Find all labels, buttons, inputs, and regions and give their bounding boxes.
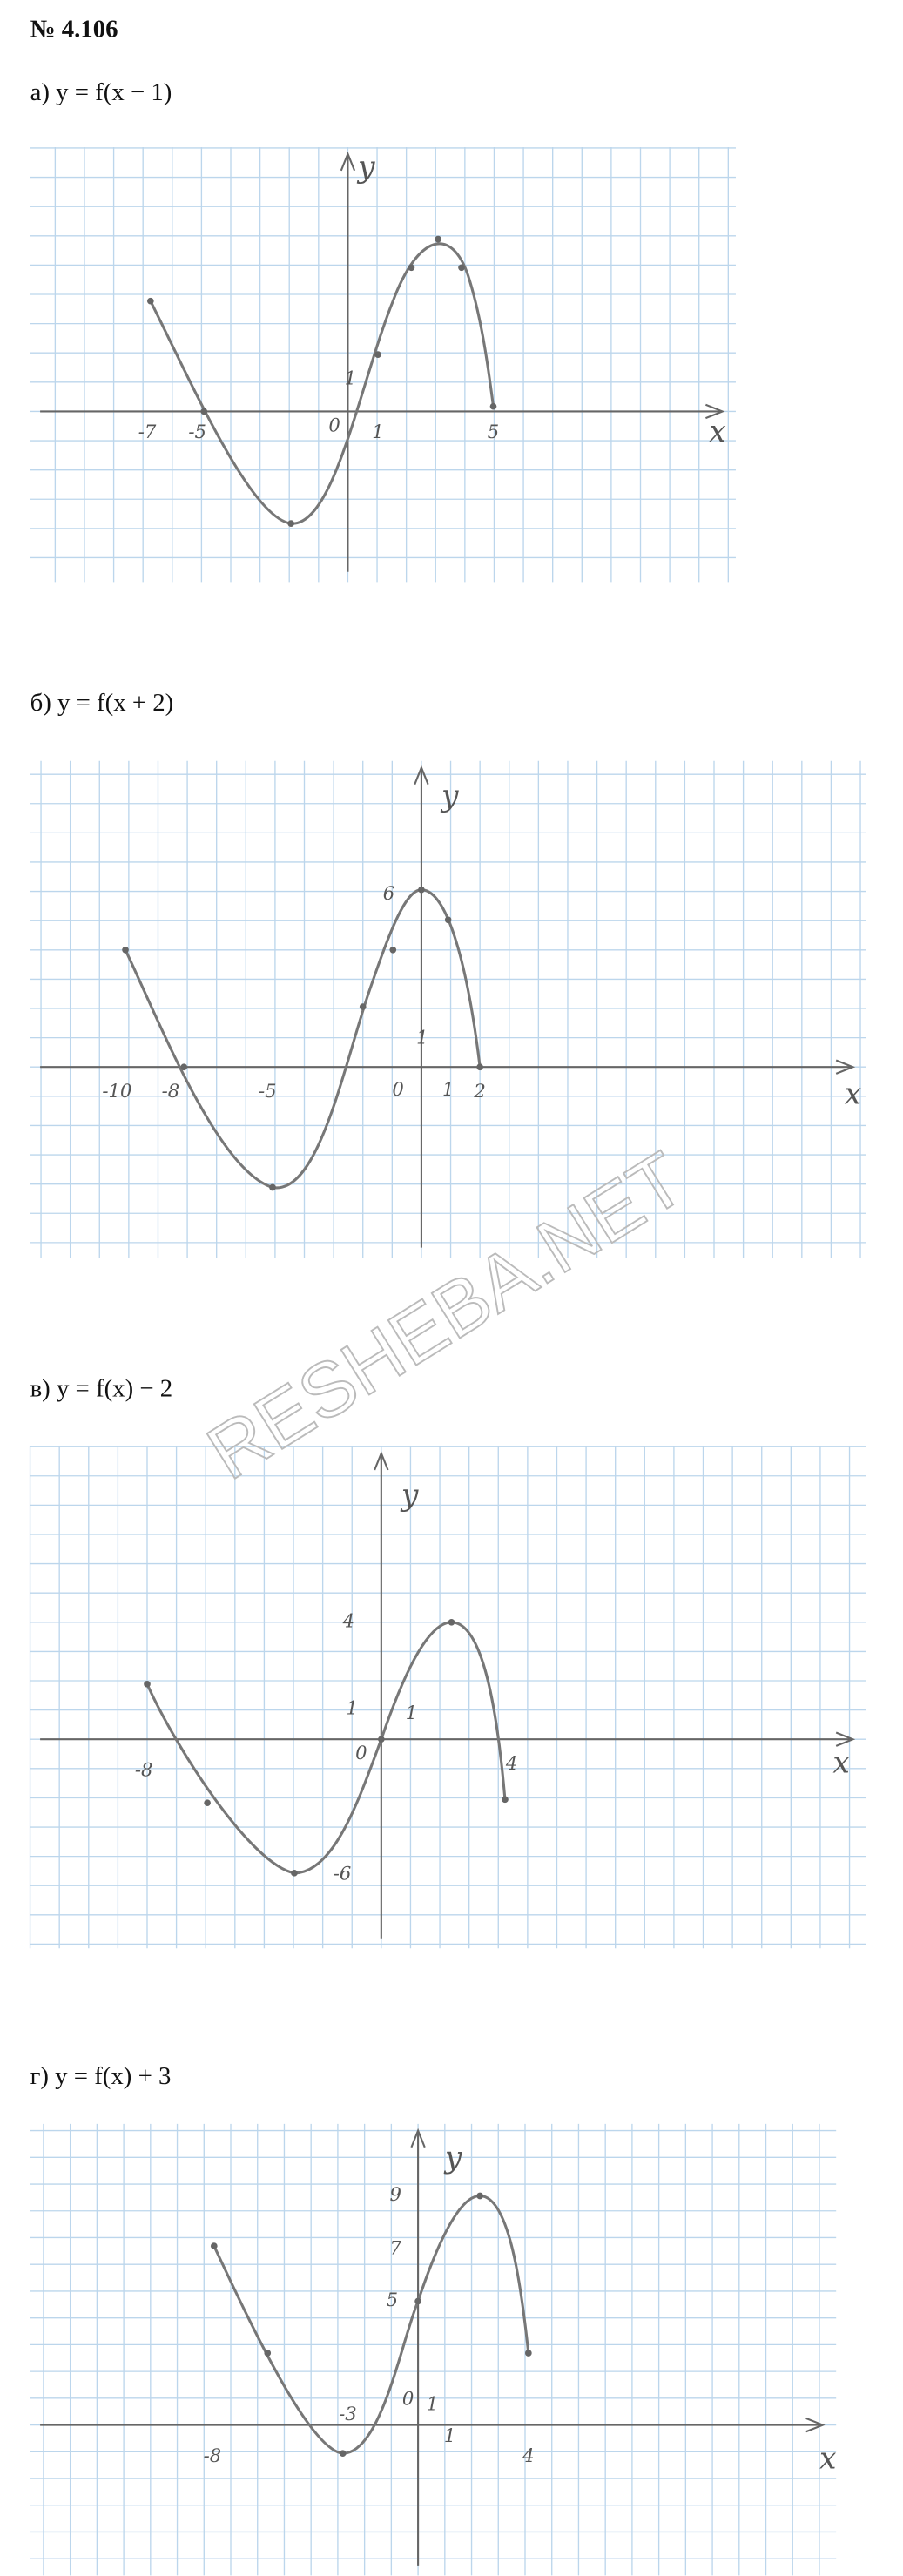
y-tick-label: 5 [387,2289,398,2310]
point [444,916,452,924]
point [476,1063,483,1071]
x-axis-label: x [819,2441,836,2476]
point [291,1870,298,1877]
y-arrow [414,765,429,786]
x-tick-label: 0 [402,2388,414,2410]
x-tick-label: 0 [328,414,340,435]
y-tick-label: 1 [345,368,356,389]
curve [124,888,482,1190]
curve [149,242,495,525]
x-tick-label: -5 [188,421,206,442]
x-tick-label: 1 [406,1702,417,1723]
watermark: RESHEBA.NET [192,1135,698,1495]
point [476,2192,483,2200]
x-tick-label: 0 [355,1742,367,1763]
x-tick-label: 4 [505,1752,517,1774]
x-tick-label: 1 [444,2424,455,2446]
x-tick-label: 1 [372,421,383,442]
problem-label: г) y = f(x) + 3 [30,2062,172,2090]
y-axis-label: y [443,2141,462,2175]
point [524,2350,532,2357]
x-axis-label: x [845,1076,861,1111]
x-tick-label: 1 [442,1078,454,1100]
x-arrow [835,1059,856,1075]
y-arrow [374,1450,389,1471]
point [146,297,154,305]
x-tick-label: -8 [204,2445,222,2466]
y-axis-label: y [440,779,459,814]
y-arrow [410,2128,426,2148]
x-tick-label: 2 [473,1080,485,1102]
point [489,402,497,410]
x-axis-label: x [832,1746,849,1781]
point [339,2450,347,2458]
point [210,2242,218,2249]
x-arrow [805,2417,826,2433]
x-arrow [835,1731,856,1747]
y-tick-label: 1 [347,1696,358,1718]
x-tick-label: 4 [522,2445,534,2466]
y-arrow [340,151,356,172]
x-tick-label: -5 [259,1080,277,1102]
point [414,2297,421,2305]
point [269,1183,276,1191]
x-tick-label: -3 [339,2403,357,2424]
x-tick-label: -8 [162,1080,180,1102]
point [122,946,129,954]
point [204,1799,211,1807]
problem-label: в) y = f(x) − 2 [30,1375,173,1403]
curve [212,2194,530,2455]
graph: -7 -5 0 1 5 1 x y [30,147,736,583]
point [378,1736,385,1743]
x-tick-label: 0 [392,1078,403,1100]
problem-number: № 4.106 [30,15,118,43]
x-arrow [705,403,725,420]
y-axis-label: y [356,151,375,185]
point [200,408,208,415]
graph: -8 0 1 4 4 1 -6 x y [29,1446,866,1949]
point [264,2350,272,2357]
x-tick-label: 5 [488,421,499,442]
point [448,1618,455,1626]
y-tick-label: 1 [427,2392,438,2414]
point [408,264,415,272]
y-tick-label: 6 [383,882,394,904]
point [418,886,425,894]
point [359,1003,367,1010]
problem-label: б) y = f(x + 2) [30,689,174,717]
x-axis-label: x [709,415,725,449]
x-tick-label: -8 [135,1758,153,1780]
point [435,235,441,243]
y-tick-label: 7 [389,2237,401,2259]
point [180,1063,188,1071]
problem-label: а) y = f(x − 1) [30,78,172,106]
point [287,520,294,527]
y-tick-label: 4 [342,1610,354,1632]
curve [145,1621,507,1875]
y-axis-label: y [400,1478,419,1513]
x-tick-label: -10 [102,1080,131,1102]
point [389,946,397,954]
point [144,1680,151,1688]
point [374,351,381,358]
point [502,1796,509,1804]
y-tick-label: -6 [334,1863,352,1885]
x-tick-label: -7 [138,421,157,442]
point [458,264,465,272]
y-tick-label: 1 [416,1026,428,1048]
y-tick-label: 9 [389,2183,401,2205]
